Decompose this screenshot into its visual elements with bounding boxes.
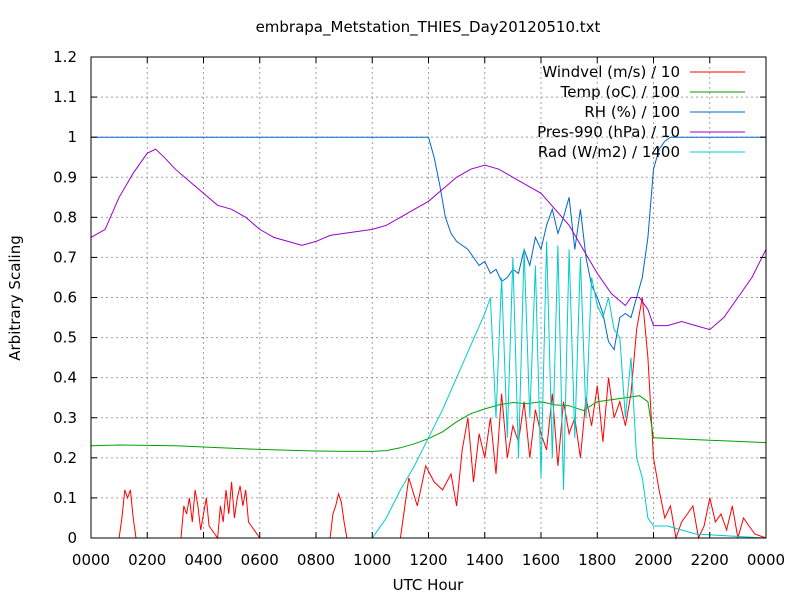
x-tick-label: 0600	[241, 551, 279, 569]
x-tick-label: 2000	[634, 551, 672, 569]
x-tick-label: 1800	[578, 551, 616, 569]
x-tick-label: 1000	[353, 551, 391, 569]
y-tick-label: 0.3	[53, 409, 77, 427]
y-axis-label: Arbitrary Scaling	[6, 235, 24, 361]
y-tick-label: 0.1	[53, 489, 77, 507]
y-tick-label: 1	[67, 128, 77, 146]
y-tick-label: 0.8	[53, 208, 77, 226]
legend-label: Pres-990 (hPa) / 10	[537, 123, 680, 141]
y-axis: 0 0.1 0.2 0.3 0.4 0.5 0.6 0.7 0.8 0.9 1 1.1 1.2	[53, 48, 766, 547]
chart-title: embrapa_Metstation_THIES_Day20120510.txt	[256, 18, 601, 37]
series-line-4	[91, 241, 767, 539]
series-line-3	[90, 148, 767, 331]
y-tick-label: 0.6	[53, 289, 77, 307]
series-line-2	[91, 136, 766, 351]
y-tick-label: 0.7	[53, 248, 77, 266]
x-tick-label: 0400	[184, 551, 222, 569]
x-tick-label: 1400	[466, 551, 504, 569]
y-tick-label: 0	[67, 529, 77, 547]
legend-label: Rad (W/m2) / 1400	[538, 143, 680, 161]
x-axis: 0000 0200 0400 0600 0800 1000 1200 1400 1600 1800…	[72, 57, 785, 569]
y-tick-label: 1.2	[53, 48, 77, 66]
x-tick-label: 0800	[297, 551, 335, 569]
y-tick-label: 0.5	[53, 329, 77, 347]
x-tick-label: 0000	[747, 551, 785, 569]
x-tick-label: 1600	[522, 551, 560, 569]
y-tick-label: 1.1	[53, 88, 77, 106]
series-line-1	[90, 395, 767, 452]
legend-label: RH (%) / 100	[584, 103, 680, 121]
x-axis-label: UTC Hour	[393, 576, 464, 594]
x-tick-label: 1200	[409, 551, 447, 569]
x-tick-label: 0000	[72, 551, 110, 569]
y-tick-label: 0.9	[53, 168, 77, 186]
legend: Windvel (m/s) / 10 Temp (oC) / 100 RH (%) …	[537, 63, 745, 161]
y-tick-label: 0.2	[53, 449, 77, 467]
y-tick-label: 0.4	[53, 369, 77, 387]
plot-area	[90, 136, 767, 540]
x-tick-label: 2200	[691, 551, 729, 569]
legend-label: Windvel (m/s) / 10	[542, 63, 680, 81]
legend-label: Temp (oC) / 100	[560, 83, 680, 101]
x-tick-label: 0200	[128, 551, 166, 569]
series-line-0	[91, 297, 767, 540]
